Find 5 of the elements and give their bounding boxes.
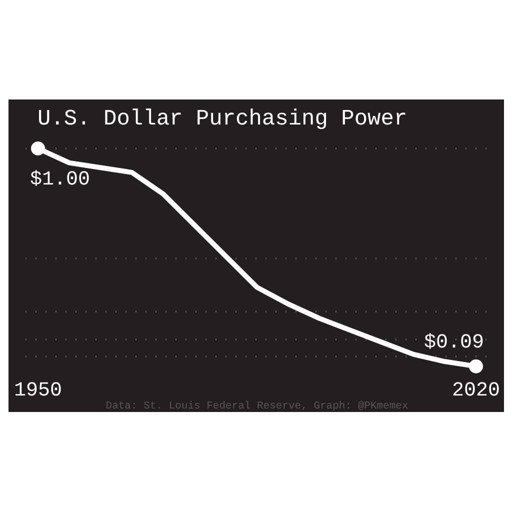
chart-title: U.S. Dollar Purchasing Power	[38, 106, 408, 132]
x-tick-label: 2020	[452, 380, 500, 402]
data-label: $1.00	[30, 168, 90, 192]
x-tick-label: 1950	[14, 380, 62, 402]
data-label: $0.09	[424, 331, 484, 354]
